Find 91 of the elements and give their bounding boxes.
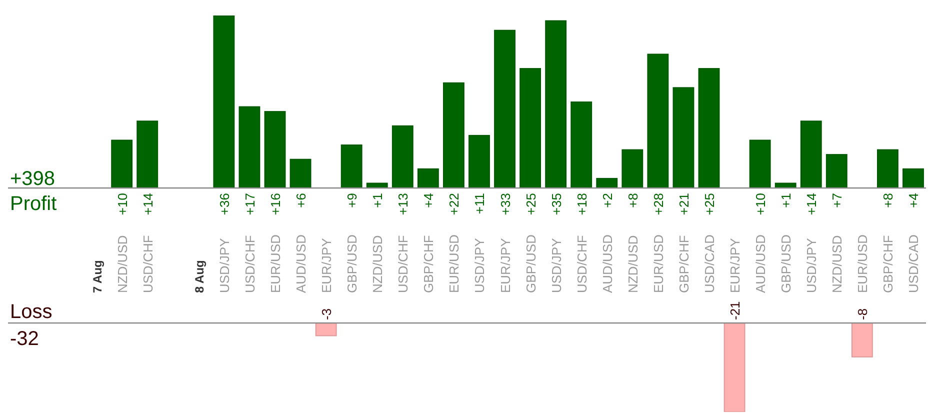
y-axis-title: Profit — [10, 193, 58, 215]
data-label: +28 — [650, 193, 666, 216]
x-tick-label: EUR/USD — [650, 234, 666, 293]
data-label: +10 — [114, 193, 130, 216]
bar — [749, 140, 771, 188]
data-label: +18 — [574, 193, 590, 216]
data-label: +8 — [880, 193, 896, 208]
bar — [494, 30, 516, 188]
bar — [136, 120, 158, 188]
x-tick-label: EUR/JPY — [498, 238, 513, 293]
bar — [417, 168, 439, 188]
data-label: +25 — [523, 193, 538, 216]
bar — [238, 106, 260, 188]
bar — [392, 125, 414, 188]
bar — [826, 154, 848, 188]
data-label: +36 — [216, 193, 232, 216]
x-tick-label: EUR/USD — [268, 234, 283, 293]
bar — [545, 20, 567, 188]
bar — [622, 149, 644, 188]
data-label: -8 — [855, 308, 870, 320]
text: +398 — [10, 168, 56, 190]
data-label: +33 — [498, 193, 513, 216]
data-label: +4 — [421, 193, 436, 208]
bar — [264, 111, 286, 188]
data-label: +14 — [804, 193, 820, 216]
bar — [902, 168, 924, 188]
data-label: +11 — [472, 193, 488, 214]
data-label: +21 — [676, 193, 692, 216]
x-tick-label: EUR/USD — [855, 234, 870, 293]
data-label: +1 — [370, 193, 386, 208]
x-tick-label: USD/JPY — [804, 238, 820, 293]
y-axis-title: Loss — [10, 301, 52, 323]
x-tick-label: AUD/USD — [600, 234, 615, 293]
text: -32 — [10, 328, 39, 350]
data-label: +10 — [753, 193, 768, 216]
data-label: +8 — [625, 193, 640, 208]
data-label: -21 — [728, 301, 743, 320]
bar — [213, 16, 235, 188]
data-label: +13 — [396, 193, 411, 216]
x-tick-label: NZD/USD — [830, 235, 845, 293]
x-tick-label: 7 Aug — [90, 260, 104, 293]
x-tick-label: AUD/USD — [294, 234, 309, 293]
x-tick-label: AUD/USD — [753, 234, 768, 293]
x-tick-label: USD/JPY — [216, 238, 232, 293]
x-tick-label: EUR/USD — [446, 234, 462, 293]
x-tick-label: GBP/USD — [523, 234, 538, 293]
bar — [290, 158, 312, 188]
x-tick-label: NZD/USD — [625, 235, 640, 293]
bar — [800, 120, 822, 188]
data-label: +14 — [140, 193, 156, 216]
data-label: +2 — [600, 193, 615, 208]
data-label: +1 — [778, 193, 794, 208]
data-label: +16 — [268, 193, 283, 216]
bar — [698, 68, 720, 188]
bar — [468, 134, 490, 188]
x-tick-label: USD/JPY — [548, 238, 564, 293]
bar — [876, 149, 898, 188]
x-tick-label: USD/JPY — [472, 238, 488, 293]
data-label: +22 — [446, 193, 462, 216]
data-label: +6 — [294, 193, 309, 208]
x-tick-label: USD/CAD — [906, 234, 922, 293]
x-tick-label: USD/CHF — [396, 235, 411, 293]
x-tick-label: 8 Aug — [192, 260, 206, 293]
bar — [672, 87, 694, 188]
x-tick-label: GBP/USD — [344, 234, 360, 293]
bar — [520, 68, 542, 188]
x-tick-label: EUR/JPY — [728, 238, 743, 293]
data-label: +9 — [344, 193, 360, 208]
x-tick-label: GBP/CHF — [676, 235, 692, 293]
data-label: +17 — [242, 193, 258, 216]
data-label: +7 — [830, 193, 845, 208]
bar — [596, 178, 618, 188]
x-tick-label: USD/CHF — [574, 235, 590, 293]
data-label: +35 — [548, 193, 564, 216]
bar — [570, 102, 592, 188]
bar — [340, 144, 362, 188]
x-tick-label: GBP/USD — [778, 234, 794, 293]
x-tick-label: GBP/CHF — [421, 235, 436, 293]
data-label: +25 — [702, 193, 717, 216]
data-label: -3 — [319, 308, 334, 320]
data-label: +4 — [906, 193, 922, 208]
x-tick-label: EUR/JPY — [319, 238, 334, 293]
x-tick-label: NZD/USD — [114, 235, 130, 293]
bar — [442, 82, 464, 188]
x-tick-label: USD/CHF — [140, 235, 156, 293]
bar — [111, 140, 133, 188]
x-tick-label: NZD/USD — [370, 235, 386, 293]
x-tick-label: USD/CAD — [702, 234, 717, 293]
bar — [647, 54, 669, 188]
x-tick-label: USD/CHF — [242, 235, 258, 293]
x-tick-label: GBP/CHF — [880, 235, 896, 293]
